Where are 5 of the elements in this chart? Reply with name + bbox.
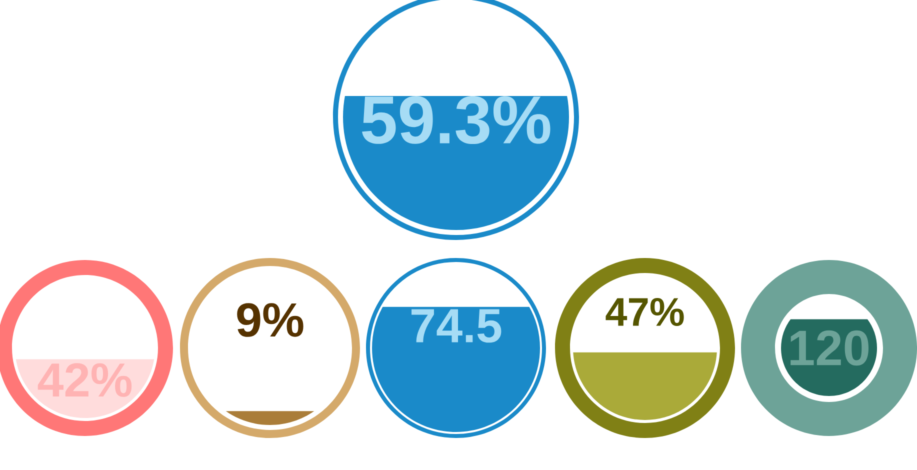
- data-label: 47%: [606, 298, 684, 326]
- data-label: 120: [790, 330, 869, 366]
- data-label: 74.5: [412, 309, 502, 343]
- data-label: 59.3%: [362, 96, 550, 144]
- data-label: 9%: [237, 303, 304, 337]
